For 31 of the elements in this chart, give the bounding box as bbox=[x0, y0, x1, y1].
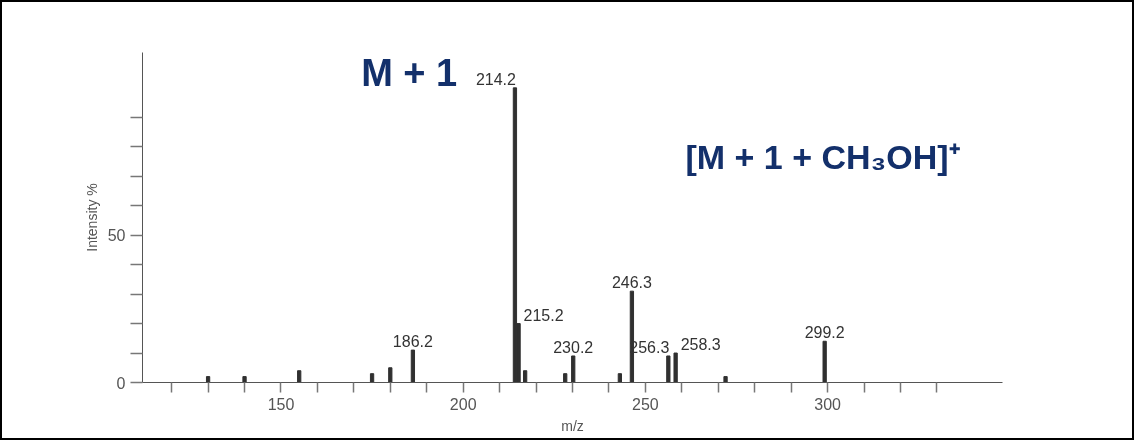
y-tick-label: 50 bbox=[107, 227, 126, 245]
annotation: 215.2 bbox=[523, 306, 564, 324]
annotation: 299.2 bbox=[804, 324, 845, 342]
bar bbox=[822, 340, 827, 383]
y-tick-label: 0 bbox=[116, 374, 126, 392]
x-tick-label: 300 bbox=[814, 395, 842, 413]
x-tick-label: 250 bbox=[632, 395, 659, 413]
annotation: [M + 1 + CH₃OH]⁺ bbox=[685, 138, 960, 177]
annotation: 186.2 bbox=[392, 333, 434, 351]
x-tick-label: 150 bbox=[267, 395, 295, 413]
bar bbox=[522, 370, 528, 383]
bar bbox=[242, 376, 247, 383]
y-axis-title: Intensity % bbox=[83, 183, 100, 252]
bar bbox=[297, 370, 302, 383]
bar bbox=[388, 367, 393, 383]
annotation: 230.2 bbox=[553, 338, 594, 356]
bar bbox=[666, 355, 671, 383]
bar bbox=[563, 373, 568, 383]
bar bbox=[410, 349, 416, 383]
bar bbox=[617, 373, 623, 383]
annotation: 258.3 bbox=[680, 336, 721, 354]
bar bbox=[673, 352, 678, 383]
annotation: 246.3 bbox=[611, 274, 653, 292]
bar bbox=[723, 376, 728, 383]
bar bbox=[205, 376, 211, 383]
x-axis-title: m/z bbox=[561, 417, 584, 434]
annotation: M + 1 bbox=[361, 51, 458, 94]
bar bbox=[369, 373, 375, 383]
annotation: 214.2 bbox=[475, 70, 517, 88]
bar bbox=[571, 355, 576, 383]
x-tick-label: 200 bbox=[449, 395, 477, 413]
